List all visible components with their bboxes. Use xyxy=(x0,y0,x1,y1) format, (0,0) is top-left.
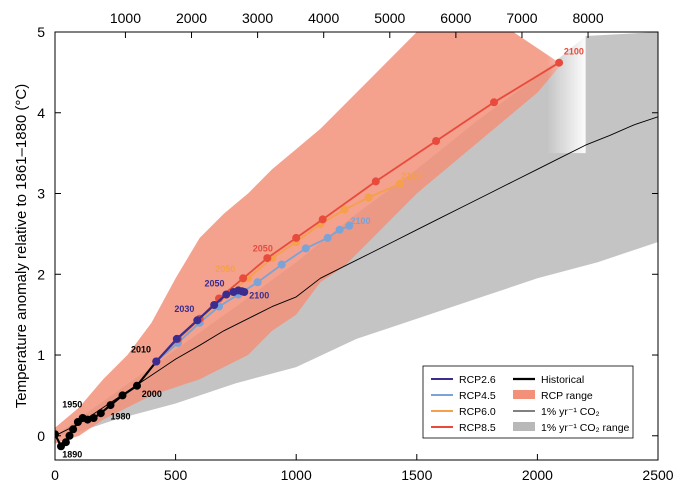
point-rcp8-5-10 xyxy=(490,98,498,107)
x-tick-label-2000: 2000 xyxy=(522,467,553,483)
point-rcp6-0-11 xyxy=(395,179,404,188)
top-tick-label-6000: 6000 xyxy=(440,10,471,26)
series-1-yr-co xyxy=(55,116,658,437)
y-tick-label-4: 4 xyxy=(37,105,45,121)
point-rcp8-5-5 xyxy=(263,254,272,263)
top-tick-label-1000: 1000 xyxy=(110,10,141,26)
x-tick-label-1500: 1500 xyxy=(401,467,432,483)
legend-label-right-0: Historical xyxy=(541,374,584,386)
top-tick-label-2000: 2000 xyxy=(176,10,207,26)
series-line-1-yr-co xyxy=(55,116,658,437)
point-rcp8-5-8 xyxy=(371,177,380,186)
point-rcp4-5-5 xyxy=(253,278,262,287)
point-historical-2 xyxy=(61,438,70,447)
x-tick-label-500: 500 xyxy=(164,467,188,483)
legend-swatch-right-1 xyxy=(513,390,535,399)
legend-label-left-3: RCP8.5 xyxy=(459,422,496,434)
top-tick-label-8000: 8000 xyxy=(572,10,603,26)
y-axis-label: Temperature anomaly relative to 1861–188… xyxy=(13,84,30,409)
point-historical-8 xyxy=(89,414,98,422)
point-rcp8-5-9 xyxy=(432,137,441,145)
point-rcp4-5-8 xyxy=(323,233,332,242)
annotation-2100-9: 2100 xyxy=(401,171,421,181)
annotation-2050-8: 2050 xyxy=(215,264,235,274)
annotation-2030-5: 2030 xyxy=(174,304,194,314)
series-line-rcp6-0 xyxy=(155,182,401,363)
point-rcp2-6-2 xyxy=(193,316,202,325)
x-tick-label-1000: 1000 xyxy=(281,467,312,483)
legend-label-left-0: RCP2.6 xyxy=(459,374,496,386)
rcp-range-fade xyxy=(392,32,586,154)
legend-label-left-1: RCP4.5 xyxy=(459,390,496,402)
point-rcp2-6-4 xyxy=(222,290,231,299)
plot-frame xyxy=(54,31,659,461)
point-rcp8-5-6 xyxy=(292,233,301,242)
point-rcp6-0-10 xyxy=(364,193,373,202)
top-tick-label-4000: 4000 xyxy=(308,10,339,26)
point-historical-9 xyxy=(96,409,105,418)
annotation-1950-0: 1950 xyxy=(62,400,82,410)
point-rcp4-5-6 xyxy=(277,260,286,269)
annotation-2050-6: 2050 xyxy=(205,278,225,288)
legend-label-right-3: 1% yr⁻¹ CO₂ range xyxy=(541,422,630,434)
annotation-2100-12: 2100 xyxy=(351,216,371,226)
top-tick-label-3000: 3000 xyxy=(242,10,273,26)
point-rcp4-5-9 xyxy=(335,225,344,234)
annotation-1980-2: 1980 xyxy=(111,412,131,422)
point-rcp8-5-7 xyxy=(318,215,327,224)
top-tick-label-5000: 5000 xyxy=(374,10,405,26)
point-rcp2-6-0 xyxy=(152,357,161,366)
point-rcp2-6-1 xyxy=(172,334,181,343)
y-tick-label-0: 0 xyxy=(37,428,45,444)
top-tick-label-7000: 7000 xyxy=(506,10,537,26)
series-rcp2-6 xyxy=(152,286,249,366)
annotation-2100-7: 2100 xyxy=(249,291,269,301)
point-rcp8-5-11 xyxy=(555,58,564,67)
x-tick-label-2500: 2500 xyxy=(642,467,673,483)
point-historical-10 xyxy=(106,401,115,410)
y-tick-label-1: 1 xyxy=(37,347,45,363)
annotation-1890-1: 1890 xyxy=(62,450,82,460)
annotation-2050-10: 2050 xyxy=(253,244,273,254)
legend: RCP2.6 RCP4.5 RCP6.0 RCP8.5 Historical RCP ra… xyxy=(422,365,634,439)
annotation-2000-3: 2000 xyxy=(142,389,162,399)
y-tick-label-3: 3 xyxy=(37,186,45,202)
point-rcp2-6-8 xyxy=(240,288,249,296)
point-rcp4-5-10 xyxy=(345,221,354,230)
legend-label-left-2: RCP6.0 xyxy=(459,406,496,418)
point-rcp6-0-9 xyxy=(340,205,349,214)
y-tick-label-2: 2 xyxy=(37,266,45,282)
point-historical-3 xyxy=(65,431,74,440)
legend-label-right-1: RCP range xyxy=(541,390,593,402)
y-tick-label-5: 5 xyxy=(37,24,45,40)
point-rcp4-5-7 xyxy=(301,244,310,253)
point-rcp2-6-3 xyxy=(210,301,219,309)
annotation-2010-4: 2010 xyxy=(131,345,151,355)
legend-label-right-2: 1% yr⁻¹ CO₂ xyxy=(541,406,600,418)
point-historical-7 xyxy=(83,415,92,424)
point-rcp8-5-4 xyxy=(239,274,248,283)
x-tick-label-0: 0 xyxy=(51,467,59,483)
annotation-2100-11: 2100 xyxy=(564,47,584,57)
legend-swatch-right-3 xyxy=(513,422,535,431)
